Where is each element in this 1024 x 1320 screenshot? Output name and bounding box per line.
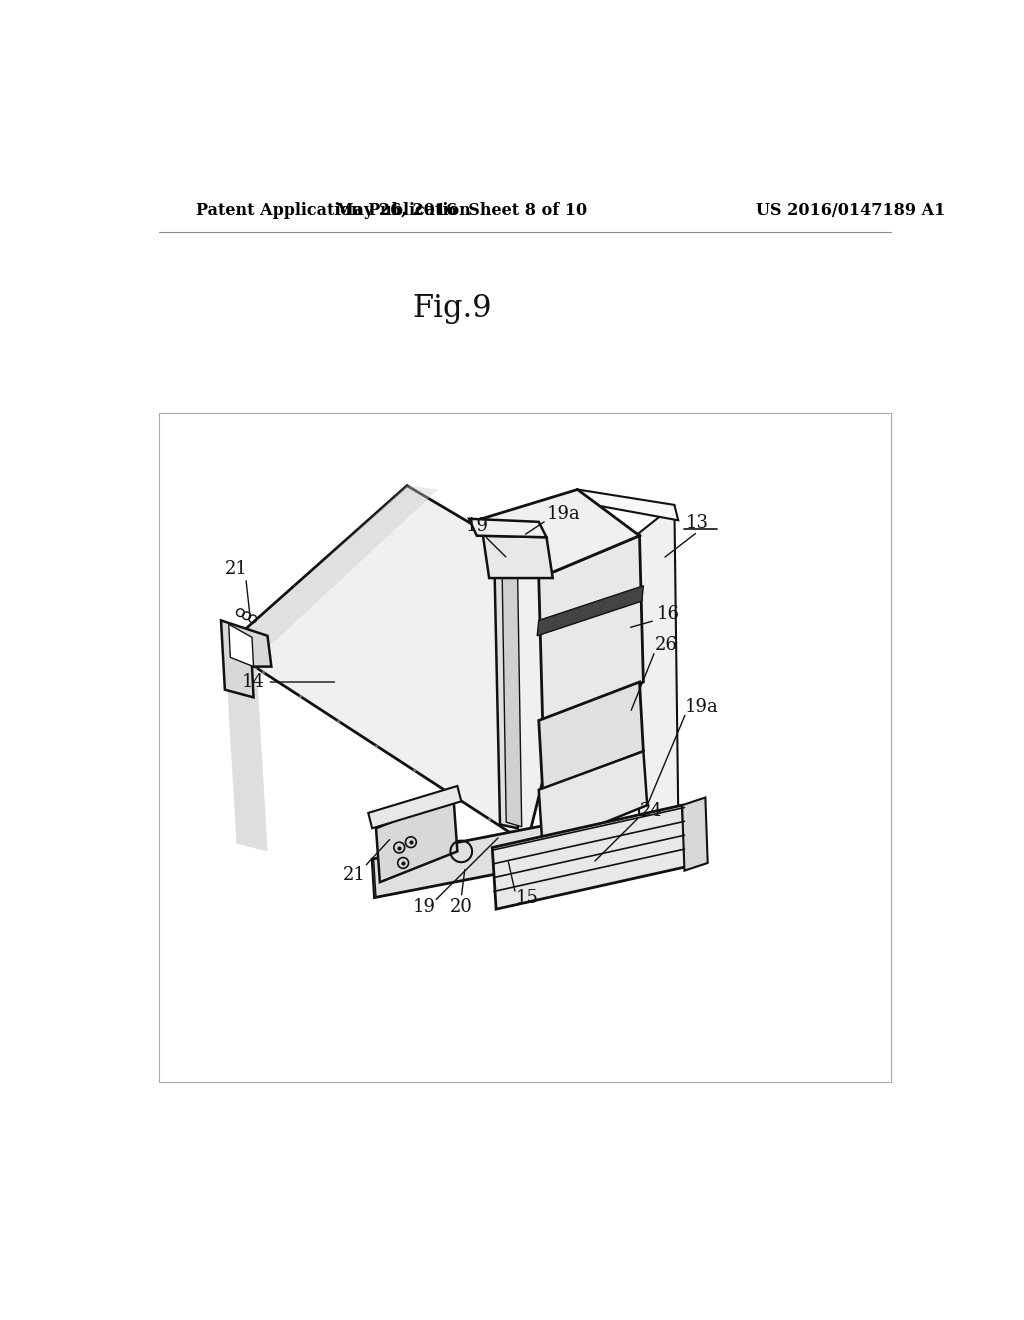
Polygon shape bbox=[228, 624, 254, 667]
Polygon shape bbox=[682, 797, 708, 871]
Polygon shape bbox=[502, 537, 521, 826]
Text: 19a: 19a bbox=[547, 506, 581, 523]
Polygon shape bbox=[225, 647, 267, 851]
Text: 21: 21 bbox=[343, 866, 366, 883]
Polygon shape bbox=[539, 682, 643, 789]
Polygon shape bbox=[483, 536, 553, 578]
Polygon shape bbox=[539, 751, 647, 847]
Text: 21: 21 bbox=[225, 560, 248, 578]
Text: 15: 15 bbox=[516, 888, 539, 907]
Text: 19: 19 bbox=[465, 516, 488, 535]
Polygon shape bbox=[539, 536, 643, 721]
Polygon shape bbox=[477, 490, 640, 578]
Polygon shape bbox=[221, 620, 271, 697]
Polygon shape bbox=[578, 490, 678, 520]
Text: Fig.9: Fig.9 bbox=[413, 293, 492, 323]
Text: US 2016/0147189 A1: US 2016/0147189 A1 bbox=[756, 202, 945, 219]
Text: Patent Application Publication: Patent Application Publication bbox=[197, 202, 471, 219]
Polygon shape bbox=[372, 817, 593, 898]
Polygon shape bbox=[636, 506, 678, 847]
Bar bbox=[159, 412, 891, 1082]
Polygon shape bbox=[494, 536, 518, 829]
Polygon shape bbox=[469, 519, 547, 537]
Text: 16: 16 bbox=[656, 606, 680, 623]
Text: 20: 20 bbox=[450, 898, 473, 916]
Polygon shape bbox=[538, 586, 643, 636]
Polygon shape bbox=[493, 805, 686, 909]
Polygon shape bbox=[376, 797, 458, 882]
Text: 13: 13 bbox=[686, 513, 710, 532]
Text: 19a: 19a bbox=[685, 698, 719, 715]
Text: May 26, 2016  Sheet 8 of 10: May 26, 2016 Sheet 8 of 10 bbox=[336, 202, 587, 219]
Text: 26: 26 bbox=[655, 636, 678, 653]
Text: 24: 24 bbox=[640, 801, 663, 820]
Polygon shape bbox=[369, 785, 461, 829]
Text: 14: 14 bbox=[242, 673, 265, 690]
Polygon shape bbox=[372, 859, 376, 898]
Polygon shape bbox=[228, 486, 438, 655]
Text: 19: 19 bbox=[413, 898, 435, 916]
Polygon shape bbox=[225, 486, 589, 843]
